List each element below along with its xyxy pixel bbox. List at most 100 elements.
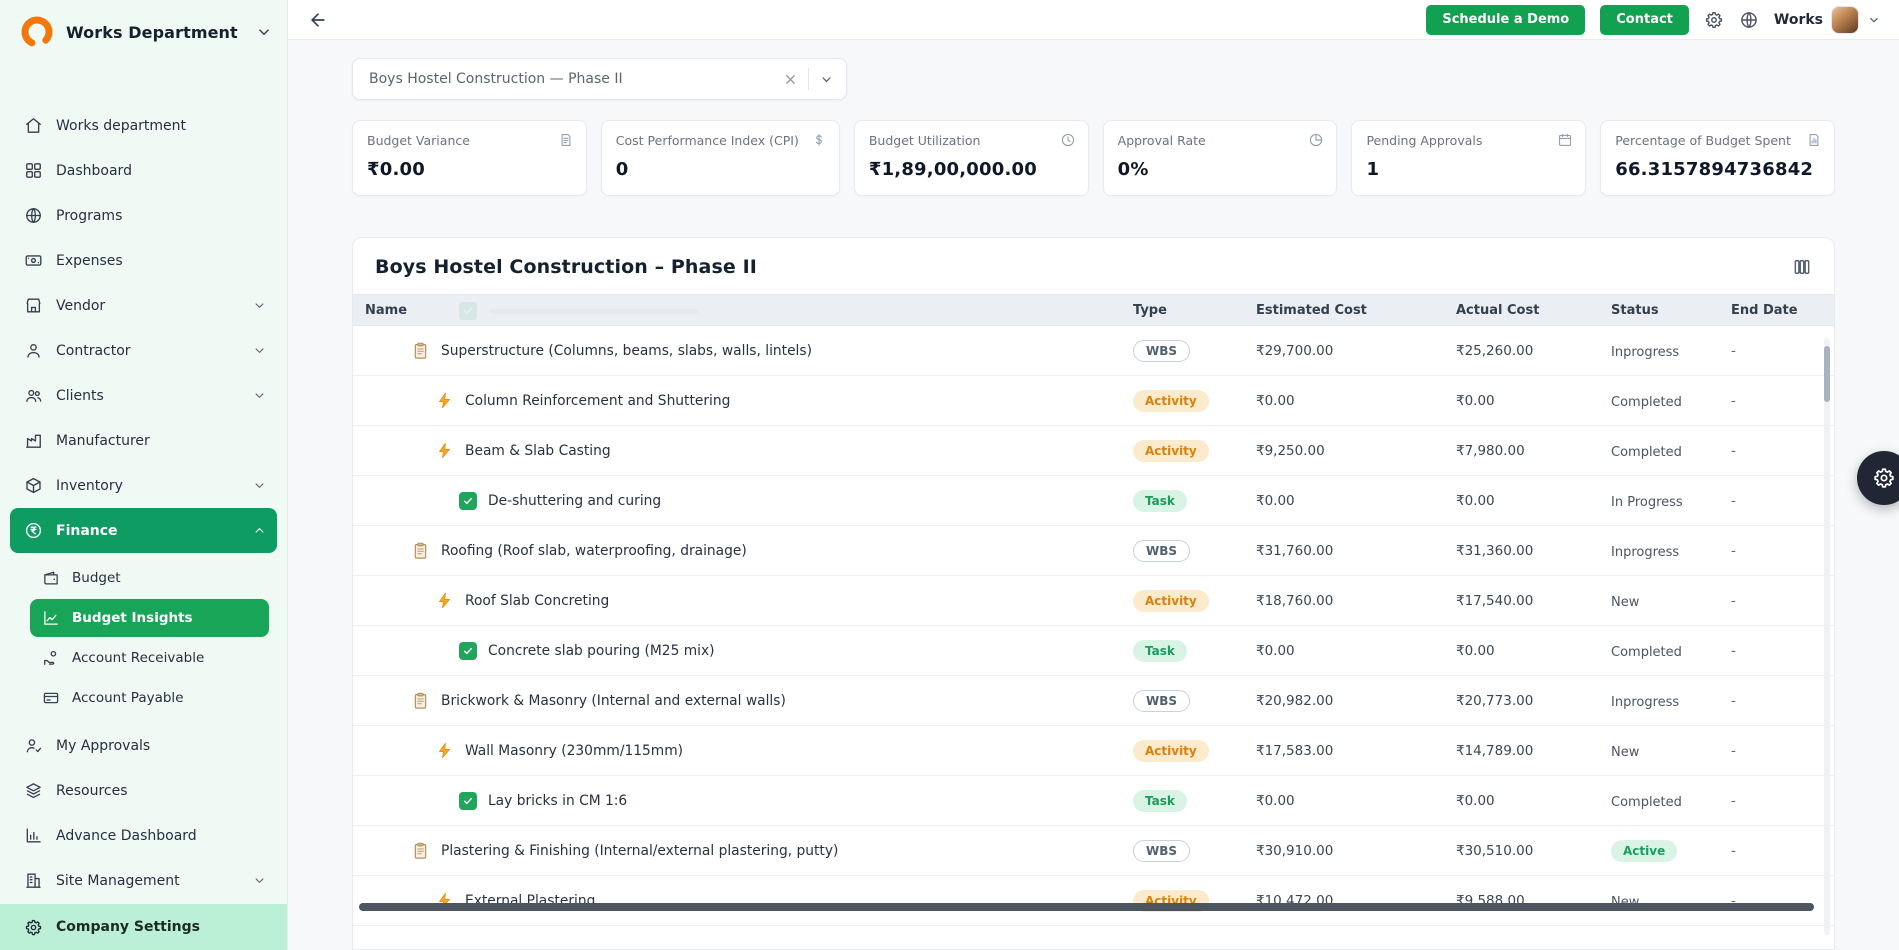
row-estimated-cost: ₹29,700.00 [1256, 342, 1334, 359]
table-row[interactable]: Roofing (Roof slab, waterproofing, drain… [353, 526, 1834, 576]
sidebar-item-company-settings[interactable]: Company Settings [0, 904, 287, 950]
schedule-demo-button[interactable]: Schedule a Demo [1426, 4, 1586, 35]
sidebar-item-inventory[interactable]: Inventory [10, 463, 277, 508]
sidebar-item-programs[interactable]: Programs [10, 193, 277, 238]
back-arrow-icon[interactable] [308, 10, 328, 30]
row-status-cell: New [1601, 591, 1721, 610]
table-row[interactable]: Concrete slab pouring (M25 mix) Task ₹0.00… [353, 626, 1834, 676]
kpi-card-pending-approvals: Pending Approvals 1 [1351, 120, 1587, 196]
vendor-icon [24, 296, 43, 315]
row-actual-cost: ₹20,773.00 [1456, 692, 1534, 709]
vertical-scrollbar-thumb[interactable] [1824, 346, 1830, 402]
table-row[interactable]: Roof Slab Concreting Activity ₹18,760.00 ₹1… [353, 576, 1834, 626]
sidebar-item-vendor[interactable]: Vendor [10, 283, 277, 328]
sidebar-item-account-receivable[interactable]: Account Receivable [30, 639, 269, 677]
chevron-down-icon[interactable] [819, 72, 834, 87]
avatar[interactable] [1831, 5, 1859, 34]
insights-icon [42, 609, 60, 627]
table-body: Superstructure (Columns, beams, slabs, w… [353, 302, 1834, 949]
table-row[interactable]: Beam & Slab Casting Activity ₹9,250.00 ₹7,9… [353, 426, 1834, 476]
kpi-row: Budget Variance ₹0.00 Cost Performance Ind… [352, 120, 1836, 196]
type-badge: WBS [1133, 339, 1191, 362]
history-icon [1060, 132, 1076, 148]
row-status-cell: Completed [1601, 641, 1721, 660]
globe-icon[interactable] [1739, 10, 1759, 30]
row-status-cell: New [1601, 741, 1721, 760]
row-name-cell: De-shuttering and curing [353, 491, 1123, 510]
table-row[interactable]: Lay bricks in CM 1:6 Task ₹0.00 ₹0.00 Comple… [353, 776, 1834, 826]
sidebar-item-label: Programs [56, 207, 123, 224]
kpi-label: Pending Approvals [1366, 133, 1483, 148]
table-row[interactable]: Superstructure (Columns, beams, slabs, w… [353, 326, 1834, 376]
sidebar-item-expenses[interactable]: Expenses [10, 238, 277, 283]
row-estimated-cost: ₹18,760.00 [1256, 592, 1334, 609]
row-name-cell: Concrete slab pouring (M25 mix) [353, 641, 1123, 660]
sidebar-item-account-payable[interactable]: Account Payable [30, 679, 269, 717]
row-actual-cost: ₹7,980.00 [1456, 442, 1525, 459]
user-menu[interactable]: Works [1773, 5, 1881, 34]
kpi-value: ₹0.00 [367, 159, 425, 180]
wbs-clipboard-icon [411, 541, 430, 560]
kpi-label: Percentage of Budget Spent [1615, 133, 1791, 148]
sidebar-item-budget-insights[interactable]: Budget Insights [30, 599, 269, 637]
row-type-cell: Task [1123, 489, 1246, 512]
chevron-down-icon[interactable] [1867, 13, 1881, 27]
row-type-cell: WBS [1123, 339, 1246, 362]
select-divider [808, 68, 809, 90]
chevron-down-icon [252, 873, 267, 888]
row-type-cell: Activity [1123, 739, 1246, 762]
row-estimated-cost: ₹0.00 [1256, 642, 1295, 659]
sidebar-item-label: Vendor [56, 297, 106, 314]
row-name-cell: Lay bricks in CM 1:6 [353, 791, 1123, 810]
sidebar-item-finance[interactable]: Finance [10, 508, 277, 553]
approvals-icon [24, 736, 43, 755]
resources-icon [24, 781, 43, 800]
kpi-value: 0% [1117, 159, 1149, 180]
column-header-type: Type [1133, 302, 1167, 318]
gear-icon[interactable] [1704, 10, 1724, 30]
status-badge: New [1611, 595, 1640, 610]
row-actual-cost: ₹0.00 [1456, 392, 1495, 409]
sidebar-item-label: Resources [56, 782, 128, 799]
table-row[interactable]: Plastering & Finishing (Internal/externa… [353, 826, 1834, 876]
clear-icon[interactable] [783, 72, 798, 87]
row-end-date: - [1731, 842, 1736, 859]
row-name-cell: Superstructure (Columns, beams, slabs, w… [353, 341, 1123, 360]
sidebar-item-clients[interactable]: Clients [10, 373, 277, 418]
row-name: Roof Slab Concreting [465, 592, 610, 609]
row-status-cell: Inprogress [1601, 541, 1721, 560]
project-select[interactable]: Boys Hostel Construction — Phase II [352, 58, 847, 100]
sidebar-item-budget[interactable]: Budget [30, 559, 269, 597]
chevron-down-icon[interactable] [255, 23, 273, 41]
sidebar-item-site-management[interactable]: Site Management [10, 858, 277, 903]
sidebar-item-works-department[interactable]: Works department [10, 103, 277, 148]
table-row[interactable]: External Plastering Activity ₹10,472.00 ₹9,… [353, 876, 1834, 926]
sidebar-item-resources[interactable]: Resources [10, 768, 277, 813]
sidebar-item-my-approvals[interactable]: My Approvals [10, 723, 277, 768]
column-header-actual-cost: Actual Cost [1456, 302, 1540, 318]
kpi-label: Approval Rate [1117, 133, 1206, 148]
sidebar-item-dashboard[interactable]: Dashboard [10, 148, 277, 193]
status-badge: Completed [1611, 795, 1682, 810]
table-row[interactable]: Column Reinforcement and Shuttering Activ… [353, 376, 1834, 426]
status-badge: In Progress [1611, 495, 1683, 510]
table-row[interactable]: Wall Masonry (230mm/115mm) Activity ₹17,58… [353, 726, 1834, 776]
type-badge: WBS [1133, 839, 1191, 862]
brand[interactable]: Works Department [0, 0, 287, 59]
receivable-icon [42, 649, 60, 667]
table-row[interactable]: Brickwork & Masonry (Internal and extern… [353, 676, 1834, 726]
sidebar-item-advance-dashboard[interactable]: Advance Dashboard [10, 813, 277, 858]
contact-button[interactable]: Contact [1600, 4, 1689, 35]
row-status-cell: Inprogress [1601, 341, 1721, 360]
sidebar-item-contractor[interactable]: Contractor [10, 328, 277, 373]
row-name: Beam & Slab Casting [465, 442, 611, 459]
sidebar-item-label: Contractor [56, 342, 131, 359]
user-name: Works [1773, 11, 1823, 28]
floating-settings-button[interactable] [1857, 451, 1899, 505]
clients-icon [24, 386, 43, 405]
horizontal-scrollbar-thumb[interactable] [359, 903, 1814, 911]
sidebar-item-manufacturer[interactable]: Manufacturer [10, 418, 277, 463]
table-row[interactable]: De-shuttering and curing Task ₹0.00 ₹0.00 In… [353, 476, 1834, 526]
row-type-cell: Task [1123, 789, 1246, 812]
columns-icon[interactable] [1792, 257, 1812, 277]
